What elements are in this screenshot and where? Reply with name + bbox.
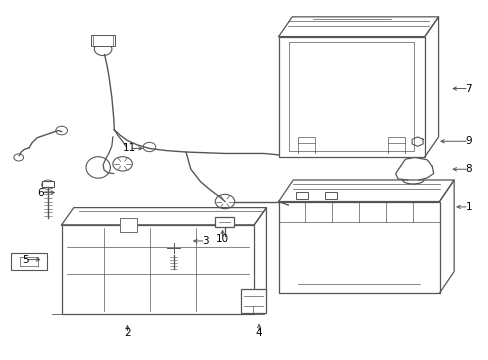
Bar: [42, 181, 54, 187]
Text: 9: 9: [465, 136, 471, 146]
Bar: [11, 253, 46, 270]
Bar: [325, 192, 336, 199]
Text: 10: 10: [216, 234, 229, 244]
Text: 2: 2: [124, 328, 130, 338]
Text: 4: 4: [255, 328, 262, 338]
Bar: [278, 37, 424, 157]
Bar: [289, 42, 413, 151]
Text: 7: 7: [465, 84, 471, 94]
Text: 6: 6: [37, 188, 44, 198]
Bar: [278, 202, 439, 293]
Text: 8: 8: [465, 164, 471, 174]
Text: 5: 5: [22, 255, 28, 265]
Bar: [295, 192, 307, 199]
Bar: [120, 218, 137, 232]
Bar: [61, 225, 254, 315]
Bar: [91, 35, 115, 45]
Bar: [215, 217, 233, 227]
Text: 3: 3: [202, 236, 208, 246]
Bar: [240, 289, 265, 314]
Text: 1: 1: [465, 202, 471, 212]
Text: 11: 11: [123, 143, 136, 153]
